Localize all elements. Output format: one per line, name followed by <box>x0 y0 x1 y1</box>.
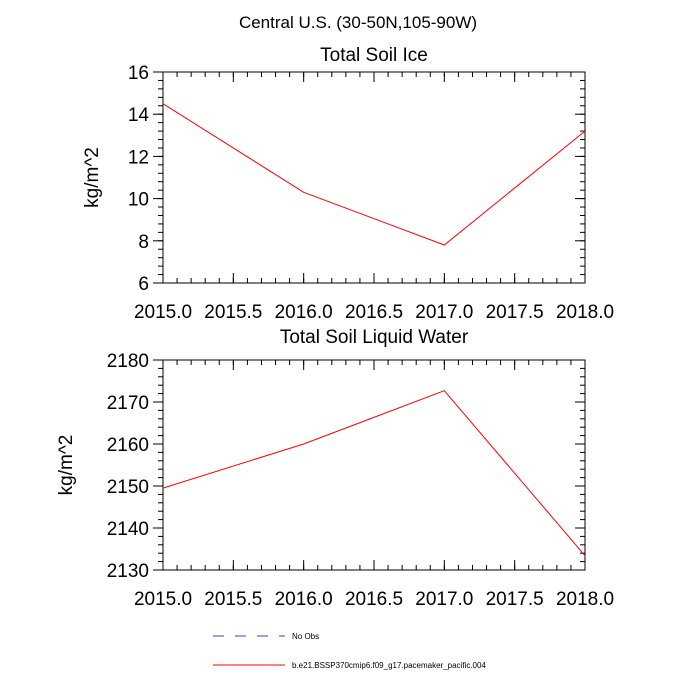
figure-suptitle: Central U.S. (30-50N,105-90W) <box>239 13 477 32</box>
x-tick-label: 2017.5 <box>486 302 544 323</box>
x-tick-label: 2016.5 <box>345 589 403 610</box>
x-tick-label: 2016.0 <box>275 302 333 323</box>
x-tick-label: 2017.0 <box>415 589 473 610</box>
y-tick-label: 16 <box>128 63 149 84</box>
x-tick-label: 2015.5 <box>204 589 262 610</box>
x-tick-label: 2016.5 <box>345 302 403 323</box>
x-tick-label: 2017.0 <box>415 302 473 323</box>
legend-label-model-run: b.e21.BSSP370cmip6.f09_g17.pacemaker_pac… <box>292 661 486 670</box>
series-line <box>162 103 586 246</box>
chart-title: Total Soil Ice <box>320 45 428 66</box>
y-tick-label: 2160 <box>107 435 149 456</box>
y-tick-label: 2180 <box>107 351 149 372</box>
x-tick-label: 2017.5 <box>486 589 544 610</box>
legend: No Obs b.e21.BSSP370cmip6.f09_g17.pacema… <box>213 632 486 670</box>
series-line <box>162 390 586 557</box>
plot-frame <box>162 71 586 284</box>
y-tick-label: 2170 <box>107 393 149 414</box>
y-tick-label: 2140 <box>107 519 149 540</box>
panel-total-soil-liquid-water: Total Soil Liquid Water kg/m^2 2015.0 2015.… <box>56 327 614 610</box>
plot-frame <box>162 359 586 571</box>
y-tick-label: 10 <box>128 190 149 211</box>
y-axis-label: kg/m^2 <box>56 435 77 496</box>
legend-label-no-obs: No Obs <box>292 632 319 641</box>
x-tick-label: 2018.0 <box>556 302 614 323</box>
chart-title: Total Soil Liquid Water <box>280 327 469 348</box>
y-tick-label: 6 <box>138 274 149 295</box>
y-tick-label: 2150 <box>107 477 149 498</box>
x-tick-label: 2016.0 <box>275 589 333 610</box>
panel-total-soil-ice: Total Soil Ice kg/m^2 2015.0 2015.5 2016.0 20… <box>82 45 614 323</box>
y-tick-label: 8 <box>138 232 149 253</box>
y-axis-label: kg/m^2 <box>82 147 103 208</box>
y-tick-label: 2130 <box>107 561 149 582</box>
x-tick-label: 2015.0 <box>134 589 192 610</box>
y-tick-label: 12 <box>128 147 149 168</box>
x-tick-label: 2015.5 <box>204 302 262 323</box>
y-tick-label: 14 <box>128 105 150 126</box>
x-tick-label: 2018.0 <box>556 589 614 610</box>
x-tick-label: 2015.0 <box>134 302 192 323</box>
